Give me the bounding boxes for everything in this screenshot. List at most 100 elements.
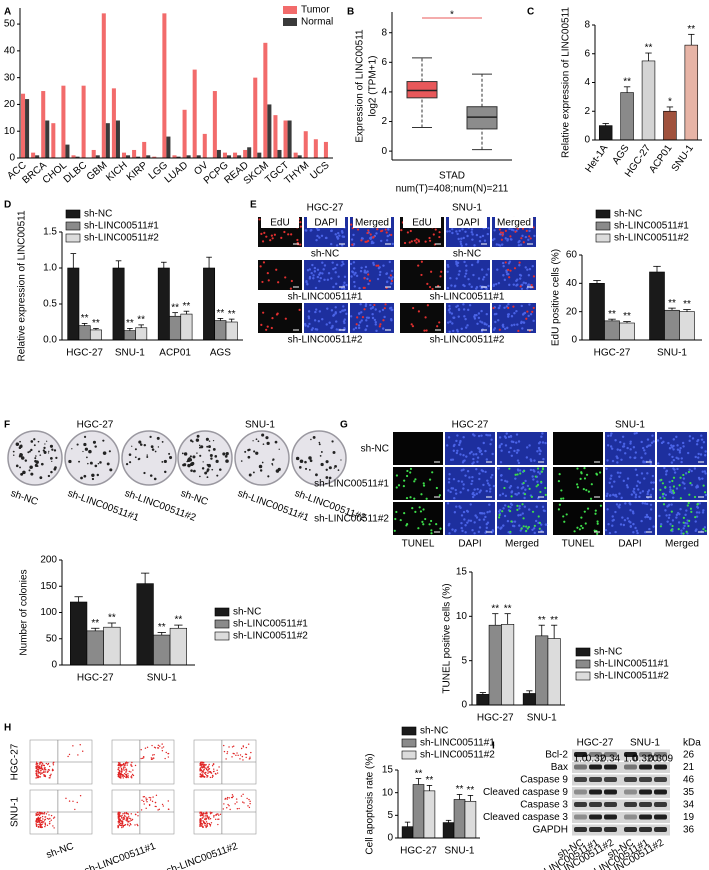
event bbox=[39, 776, 42, 778]
cell bbox=[540, 523, 543, 526]
event bbox=[143, 757, 145, 759]
y-tick-label: 100 bbox=[40, 607, 57, 618]
cell bbox=[390, 277, 393, 281]
cell bbox=[335, 244, 339, 247]
cell bbox=[370, 240, 374, 243]
cell bbox=[480, 452, 484, 456]
cell bbox=[508, 260, 512, 263]
cell bbox=[596, 522, 599, 525]
cell bbox=[318, 279, 321, 283]
y-tick-label: 0 bbox=[381, 146, 387, 157]
event bbox=[199, 821, 201, 824]
cell bbox=[500, 478, 503, 482]
cell bbox=[473, 434, 476, 437]
cell bbox=[478, 472, 481, 475]
event bbox=[226, 798, 228, 800]
y-axis-label: TUNEL positive cells (%) bbox=[442, 583, 453, 693]
event bbox=[121, 824, 123, 826]
unit-label: kDa bbox=[683, 738, 701, 749]
y-tick-label: 40 bbox=[566, 278, 578, 289]
y-tick-label: 15 bbox=[456, 567, 468, 578]
cell bbox=[681, 441, 685, 445]
event bbox=[118, 772, 120, 774]
event bbox=[40, 766, 43, 769]
cell bbox=[457, 479, 460, 483]
legend-label: sh-NC bbox=[233, 607, 261, 618]
cell bbox=[698, 511, 701, 514]
legend-label: sh-LINC00511#1 bbox=[233, 619, 308, 630]
cell bbox=[457, 273, 461, 276]
cell bbox=[688, 439, 691, 443]
cell bbox=[512, 229, 515, 232]
event bbox=[44, 816, 47, 818]
event bbox=[128, 815, 130, 818]
colony bbox=[192, 470, 195, 473]
colony bbox=[190, 462, 194, 467]
bar bbox=[323, 141, 328, 158]
cell bbox=[428, 478, 432, 481]
protein-label: Bcl-2 bbox=[545, 750, 568, 761]
blot-strip bbox=[572, 749, 670, 761]
cell bbox=[613, 480, 616, 483]
cell bbox=[318, 310, 322, 313]
cell bbox=[332, 285, 335, 289]
cell bbox=[505, 432, 508, 435]
event bbox=[205, 812, 207, 815]
event bbox=[204, 815, 207, 817]
cell bbox=[332, 267, 335, 271]
colony bbox=[308, 469, 311, 471]
cell bbox=[351, 271, 355, 274]
colony bbox=[210, 457, 213, 460]
event bbox=[214, 772, 217, 775]
event bbox=[51, 768, 54, 771]
cell bbox=[499, 461, 503, 464]
channel-label: TUNEL bbox=[402, 539, 435, 550]
colony bbox=[225, 452, 229, 456]
colony bbox=[99, 461, 102, 464]
cell bbox=[521, 503, 524, 506]
cell bbox=[383, 307, 386, 310]
cell bbox=[350, 275, 353, 278]
event bbox=[145, 807, 147, 810]
cell bbox=[390, 233, 393, 236]
cell bbox=[463, 315, 466, 318]
band bbox=[639, 789, 652, 795]
colony bbox=[50, 457, 53, 460]
y-tick-label: 5 bbox=[461, 655, 467, 666]
legend-swatch bbox=[214, 607, 230, 617]
cell bbox=[389, 306, 393, 309]
event bbox=[36, 819, 38, 821]
band bbox=[604, 827, 617, 832]
cell bbox=[420, 493, 423, 496]
cell bbox=[376, 277, 380, 281]
colony bbox=[24, 459, 28, 462]
cell bbox=[485, 273, 488, 276]
event bbox=[242, 759, 244, 761]
cell bbox=[321, 272, 324, 275]
cell bbox=[663, 466, 666, 470]
colony bbox=[195, 438, 200, 442]
cell bbox=[478, 240, 482, 243]
cell bbox=[478, 477, 481, 481]
cell bbox=[415, 238, 418, 241]
kda-label: 46 bbox=[683, 775, 695, 786]
dish bbox=[121, 430, 177, 486]
cell bbox=[625, 484, 629, 487]
cell bbox=[375, 264, 378, 267]
cell bbox=[458, 441, 462, 444]
colony bbox=[20, 472, 24, 476]
event bbox=[213, 814, 215, 817]
cell bbox=[390, 308, 393, 312]
cell bbox=[456, 449, 459, 452]
colony bbox=[205, 437, 209, 441]
micrograph bbox=[553, 467, 603, 500]
cell bbox=[527, 273, 531, 277]
event bbox=[117, 763, 120, 766]
cell bbox=[461, 529, 464, 533]
cell bbox=[308, 268, 312, 271]
significance: ** bbox=[683, 299, 691, 310]
significance: ** bbox=[687, 24, 695, 35]
colony bbox=[325, 468, 328, 471]
cell bbox=[480, 268, 484, 271]
cell bbox=[517, 440, 521, 443]
